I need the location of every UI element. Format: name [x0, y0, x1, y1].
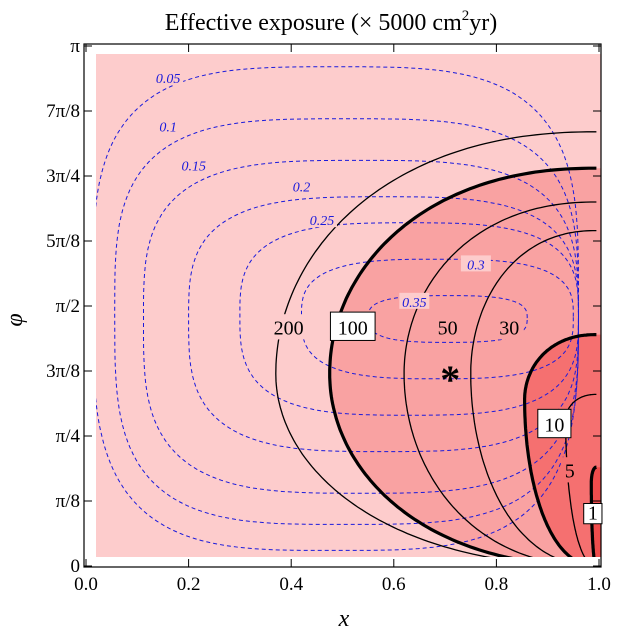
solid-contours: [275, 131, 598, 557]
x-tick-label: 0.2: [177, 574, 201, 595]
dashed-label-bg: [153, 117, 184, 134]
dashed-contour-label: 0.2: [293, 180, 311, 195]
solid-contour-label: 30: [499, 317, 519, 339]
solid-contour-30: [470, 229, 597, 557]
solid-contour-10: [523, 333, 597, 557]
solid-contour-label: 1: [588, 502, 598, 524]
dashed-contour-label: 0.3: [467, 258, 485, 273]
solid-contour-label: 10: [544, 415, 564, 437]
plot-area: [96, 54, 601, 557]
dashed-contour-0.1: [114, 118, 580, 525]
dashed-contour-label: 0.05: [156, 72, 181, 87]
dashed-contour-label: 0.15: [181, 160, 206, 175]
dashed-contour-0.15: [143, 159, 580, 494]
dashed-contour-0.2: [188, 196, 580, 453]
dashed-label-bg: [306, 211, 337, 228]
optimum-marker: *: [440, 357, 460, 402]
dashed-label-bg: [460, 255, 491, 272]
dashed-contour-label: 0.1: [159, 121, 177, 136]
solid-contour-1: [589, 465, 598, 557]
dashed-contours: [96, 66, 580, 551]
solid-contour-label: 200: [274, 317, 304, 339]
y-tick-label: 5π/8: [46, 231, 80, 252]
exposure-region-1-10: [524, 334, 601, 557]
solid-contour-label: 5: [565, 460, 575, 482]
x-tick-label: 0.4: [279, 574, 303, 595]
y-axis-ticks: 0 π/8 π/4 3π/8 π/2 5π/8 3π/4 7π/8 π: [46, 36, 601, 577]
y-tick-label: 3π/4: [46, 166, 80, 187]
chart-title: Effective exposure (× 5000 cm2yr): [165, 8, 497, 36]
x-axis-ticks: 0.0 0.2 0.4 0.6 0.8 1.0: [74, 44, 611, 595]
x-tick-label: 0.6: [382, 574, 406, 595]
y-tick-label: π/8: [56, 491, 80, 512]
dashed-label-bg: [399, 292, 430, 309]
y-axis-label: φ: [2, 313, 28, 326]
x-axis-label: x: [338, 606, 350, 632]
y-tick-label: 0: [71, 556, 81, 577]
contour-label-bg: [433, 314, 463, 340]
contour-label-bg: [560, 457, 579, 483]
y-tick-label: π/2: [56, 296, 80, 317]
dashed-contour-label: 0.25: [310, 214, 335, 229]
y-tick-label: π/4: [56, 426, 81, 447]
contour-label-bg: [494, 314, 524, 340]
dashed-label-bg: [286, 177, 317, 194]
solid-contour-200: [275, 131, 597, 557]
solid-contour-label: 50: [438, 317, 458, 339]
y-tick-label: 7π/8: [46, 101, 80, 122]
y-tick-label: 3π/8: [46, 361, 80, 382]
dashed-contour-label: 0.35: [402, 296, 427, 311]
dashed-contour-0.25: [239, 222, 580, 416]
x-tick-label: 0.0: [74, 574, 98, 595]
solid-contour-100: [328, 166, 597, 557]
contour-label-bg: [268, 314, 309, 340]
y-tick-label: π: [70, 36, 80, 57]
x-tick-label: 0.8: [485, 574, 509, 595]
contour-labels: 0.05 0.1 0.15 0.2 0.25 0.3 0.35 200 100 50 30 10 51: [153, 69, 603, 525]
solid-contour-label: 100: [338, 317, 368, 339]
dashed-contour-0.05: [96, 66, 580, 551]
contour-label-box: [583, 503, 603, 525]
contour-label-box: [537, 408, 572, 439]
solid-contour-50: [403, 201, 597, 557]
dashed-label-bg: [153, 69, 184, 86]
dashed-label-bg: [178, 156, 209, 173]
contour-label-box: [329, 311, 376, 341]
x-tick-label: 1.0: [587, 574, 611, 595]
